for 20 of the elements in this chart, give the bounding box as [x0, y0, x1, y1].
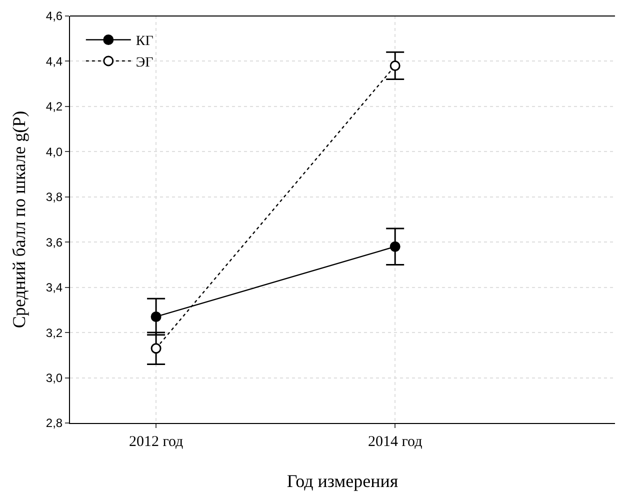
- y-tick-label: 3,4: [46, 280, 63, 295]
- y-axis-title: Средний балл по шкале g(P): [9, 110, 30, 328]
- y-tick-label: 4,4: [46, 54, 63, 68]
- y-tick-label: 3,0: [46, 370, 63, 385]
- y-tick-label: 3,2: [46, 326, 63, 340]
- y-tick-label: 3,6: [46, 235, 63, 250]
- point: [150, 311, 162, 322]
- point: [390, 60, 400, 71]
- legend-label: КГ: [136, 34, 154, 50]
- x-axis-title: Год измерения: [286, 471, 398, 492]
- x-tick-label: 2012 год: [128, 434, 184, 450]
- y-tick-label: 4,2: [46, 100, 63, 114]
- y-tick-label: 4,0: [46, 144, 63, 159]
- y-tick-label: 3,8: [46, 190, 63, 204]
- x-tick-label: 2014 год: [368, 434, 423, 450]
- legend-label: ЭГ: [136, 55, 154, 70]
- point: [390, 241, 400, 252]
- point: [150, 343, 162, 354]
- y-tick-label: 2,8: [46, 416, 63, 430]
- y-tick-label: 4,6: [46, 9, 63, 24]
